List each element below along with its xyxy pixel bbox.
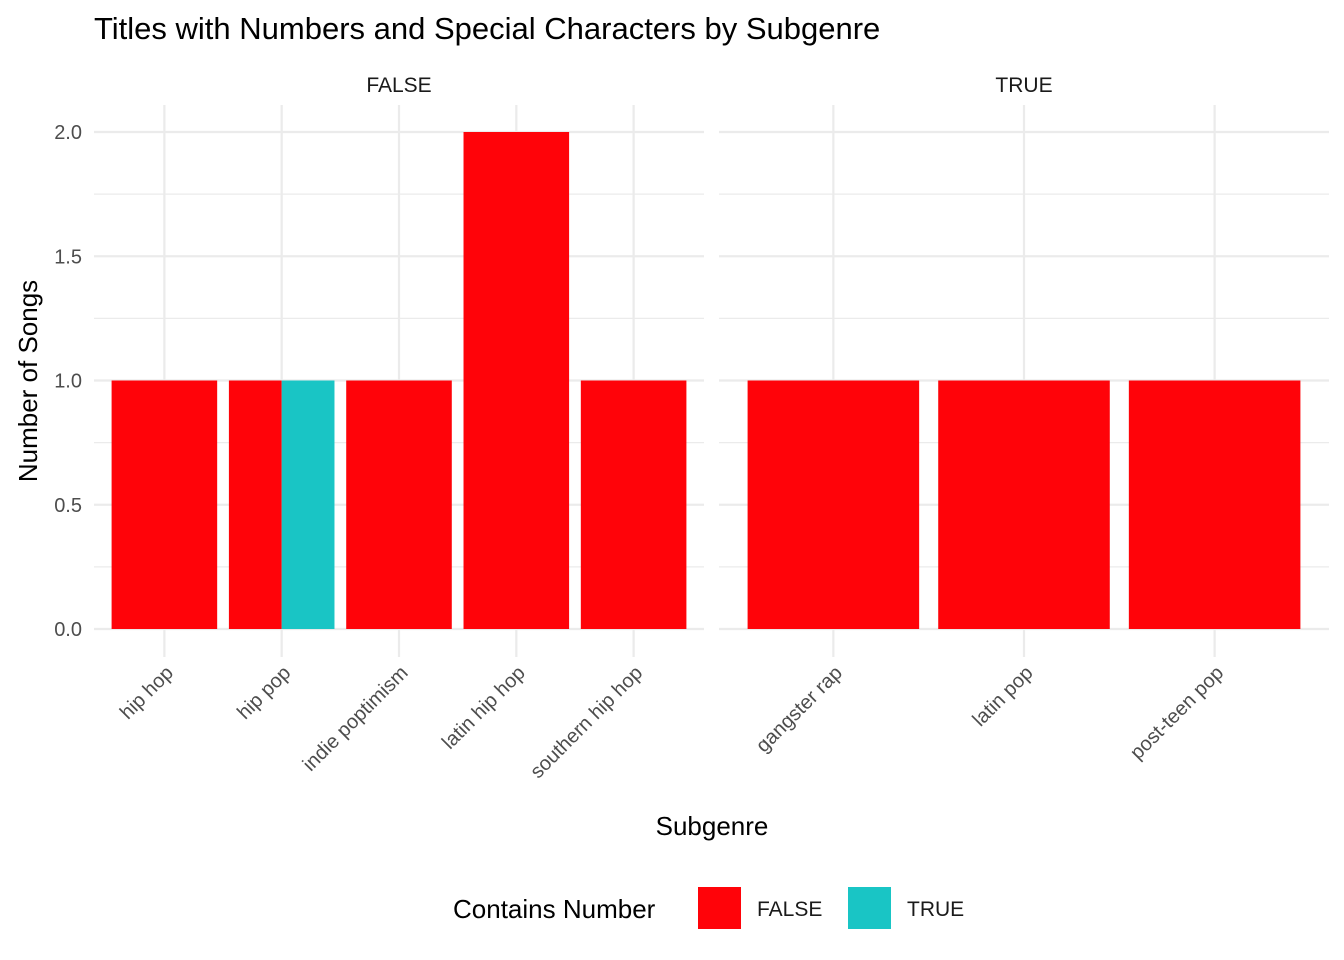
bar-post-teen-pop-false (1128, 380, 1301, 629)
bar-hip-pop-true (281, 380, 335, 629)
y-tick-label: 1.5 (54, 246, 82, 268)
legend-key-false (698, 887, 741, 929)
bar-latin-pop-false (938, 380, 1110, 629)
legend: Contains Number FALSE TRUE (453, 887, 964, 929)
legend-title: Contains Number (453, 894, 656, 924)
legend-label-true: TRUE (907, 898, 964, 921)
y-tick-label: 0.5 (54, 495, 82, 517)
x-axis-title: Subgenre (656, 811, 769, 841)
legend-label-false: FALSE (757, 898, 822, 921)
y-tick-label: 1.0 (54, 371, 82, 393)
y-axis-title: Number of Songs (13, 280, 43, 482)
bar-indie-poptimism-false (346, 380, 452, 629)
bar-southern-hip-hop-false (580, 380, 687, 629)
facet-label-true: TRUE (995, 74, 1052, 97)
bar-gangster-rap-false (747, 380, 920, 629)
y-tick-label: 2.0 (54, 122, 82, 144)
chart-title: Titles with Numbers and Special Characte… (94, 11, 880, 46)
y-tick-label: 0.0 (54, 619, 82, 641)
bar-hip-pop-false (228, 380, 282, 629)
bar-latin-hip-hop-false (463, 132, 570, 629)
facet-label-false: FALSE (366, 74, 431, 97)
bar-layer (111, 132, 1301, 629)
bar-hip-hop-false (111, 380, 218, 629)
legend-key-true (848, 887, 891, 929)
